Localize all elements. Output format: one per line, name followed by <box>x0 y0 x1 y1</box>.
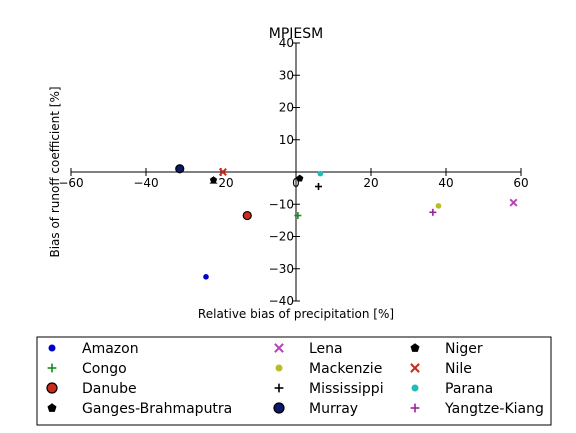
legend-label: Niger <box>445 341 483 357</box>
y-tick-label: 40 <box>279 36 294 50</box>
y-axis-label: Bias of runoff coefficient [%] <box>48 86 62 257</box>
legend-marker <box>411 384 419 392</box>
x-tick-label: 40 <box>438 176 453 190</box>
point-nile <box>218 167 227 177</box>
legend-label: Congo <box>82 361 127 377</box>
legend-marker <box>410 403 420 413</box>
x-tick-label: −40 <box>133 176 158 190</box>
point-danube <box>242 210 252 221</box>
y-tick-label: 30 <box>279 68 294 82</box>
x-axis-label: Relative bias of precipitation [%] <box>198 307 394 321</box>
legend-marker <box>274 343 284 353</box>
point-ganges-brahmaputra <box>209 176 218 184</box>
point-mackenzie <box>435 203 442 209</box>
legend-marker <box>47 403 57 412</box>
legend-label: Danube <box>82 381 137 397</box>
legend-label: Mississippi <box>309 381 384 397</box>
point-niger <box>296 174 304 182</box>
x-tick-label: 0 <box>292 176 300 190</box>
legend-label: Nile <box>445 361 472 377</box>
legend-marker <box>47 363 57 373</box>
point-congo <box>294 212 302 220</box>
legend-label: Murray <box>309 401 358 417</box>
x-tick-label: 20 <box>363 176 378 190</box>
y-tick-label: −30 <box>269 262 294 276</box>
y-tick-label: −20 <box>269 230 294 244</box>
data-points <box>175 164 518 280</box>
y-tick-label: 10 <box>279 133 294 147</box>
legend-marker <box>48 344 56 352</box>
y-tick-label: 20 <box>279 101 294 115</box>
legend-marker <box>274 383 284 393</box>
legend-marker <box>275 364 283 372</box>
legend-label: Yangtze-Kiang <box>444 401 544 417</box>
legend-label: Parana <box>445 381 493 397</box>
legend-marker <box>410 343 420 352</box>
point-murray <box>175 164 185 174</box>
legend-marker <box>46 382 58 394</box>
y-tick-label: −40 <box>269 294 294 308</box>
legend-label: Lena <box>309 341 343 357</box>
point-amazon <box>203 274 209 280</box>
legend-marker <box>273 402 285 414</box>
point-yangtze-kiang <box>429 208 437 216</box>
chart-title: MPIESM <box>269 26 323 42</box>
legend-label: Amazon <box>82 341 139 357</box>
x-tick-label: −60 <box>58 176 83 190</box>
legend-box <box>36 336 552 426</box>
legend-marker <box>410 363 420 373</box>
legend: Amazon Congo Danube Ganges-Brahmaputra Lena M… <box>46 341 544 417</box>
legend-label: Ganges-Brahmaputra <box>82 401 232 417</box>
legend-label: Mackenzie <box>309 361 382 377</box>
y-tick-label: −10 <box>269 197 294 211</box>
x-tick-label: 60 <box>513 176 528 190</box>
point-lena <box>509 198 518 207</box>
point-parana <box>317 170 324 177</box>
point-mississippi <box>315 183 322 191</box>
